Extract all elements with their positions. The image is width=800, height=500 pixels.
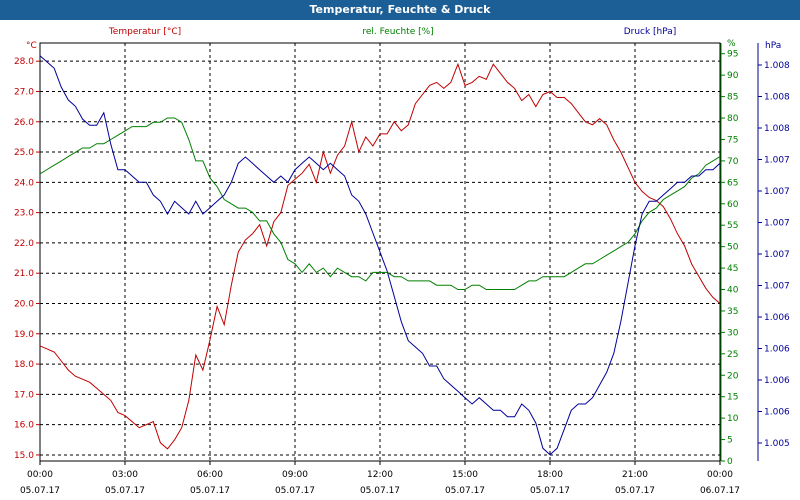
humidity-tick-label: 65 bbox=[727, 178, 738, 188]
x-tick-time: 21:00 bbox=[622, 470, 648, 480]
pressure-unit-label: hPa bbox=[765, 41, 781, 51]
temperature-tick-label: 26.0 bbox=[14, 118, 34, 128]
x-tick-time: 00:00 bbox=[707, 470, 733, 480]
temperature-tick-label: 20.0 bbox=[14, 299, 34, 309]
x-tick-date: 05.07.17 bbox=[275, 486, 315, 496]
temperature-tick-label: 24.0 bbox=[14, 178, 34, 188]
humidity-tick-label: 75 bbox=[727, 135, 738, 145]
temperature-line bbox=[39, 62, 721, 450]
temperature-tick-label: 15.0 bbox=[14, 451, 34, 461]
pressure-tick-label: 1.006 bbox=[764, 313, 790, 323]
temperature-tick-label: 28.0 bbox=[14, 57, 34, 67]
humidity-line bbox=[39, 117, 721, 290]
x-tick-date: 06.07.17 bbox=[700, 486, 740, 496]
pressure-tick-label: 1.006 bbox=[764, 376, 790, 386]
x-tick-time: 00:00 bbox=[27, 470, 53, 480]
pressure-tick-label: 1.007 bbox=[764, 250, 790, 260]
x-tick-date: 05.07.17 bbox=[360, 486, 400, 496]
humidity-tick-label: 50 bbox=[727, 243, 739, 253]
legend-item: Druck [hPa] bbox=[624, 27, 677, 37]
humidity-axis: 0 5 10 15 20 25 30 35 40 45 50 55 60 65 70 75 80 85 90 95% bbox=[720, 39, 739, 467]
humidity-tick-label: 90 bbox=[727, 71, 739, 81]
humidity-tick-label: 80 bbox=[727, 114, 739, 124]
x-tick-date: 05.07.17 bbox=[105, 486, 145, 496]
pressure-tick-label: 1.008 bbox=[764, 61, 790, 71]
humidity-tick-label: 85 bbox=[727, 93, 738, 103]
legend-item: rel. Feuchte [%] bbox=[362, 27, 433, 37]
humidity-tick-label: 60 bbox=[727, 200, 739, 210]
temperature-tick-label: 27.0 bbox=[14, 87, 34, 97]
x-tick-date: 05.07.17 bbox=[445, 486, 485, 496]
temperature-tick-label: 16.0 bbox=[14, 421, 34, 431]
temperature-tick-label: 17.0 bbox=[14, 390, 34, 400]
temperature-tick-label: 22.0 bbox=[14, 239, 34, 249]
humidity-tick-label: 30 bbox=[727, 328, 739, 338]
x-tick-time: 12:00 bbox=[367, 470, 393, 480]
x-tick-date: 05.07.17 bbox=[190, 486, 230, 496]
humidity-tick-label: 40 bbox=[727, 286, 739, 296]
temperature-axis: 15.0 16.0 17.0 18.0 19.0 20.0 21.0 22.0 23.0 24.0… bbox=[14, 41, 40, 461]
humidity-tick-label: 15 bbox=[727, 393, 738, 403]
x-tick-date: 05.07.17 bbox=[530, 486, 570, 496]
temperature-tick-label: 21.0 bbox=[14, 269, 34, 279]
series-lines bbox=[39, 55, 721, 456]
grid bbox=[40, 43, 720, 461]
pressure-tick-label: 1.006 bbox=[764, 345, 790, 355]
humidity-unit-label: % bbox=[727, 39, 736, 49]
humidity-tick-label: 5 bbox=[727, 436, 733, 446]
pressure-tick-label: 1.005 bbox=[764, 439, 790, 449]
weather-chart: 15.0 16.0 17.0 18.0 19.0 20.0 21.0 22.0 23.0 24.0… bbox=[14, 27, 790, 496]
temperature-tick-label: 19.0 bbox=[14, 330, 34, 340]
humidity-tick-label: 35 bbox=[727, 307, 738, 317]
temperature-tick-label: 18.0 bbox=[14, 360, 34, 370]
pressure-tick-label: 1.007 bbox=[764, 156, 790, 166]
pressure-tick-label: 1.006 bbox=[764, 408, 790, 418]
chart-title: Temperatur, Feuchte & Druck bbox=[0, 0, 800, 20]
humidity-tick-label: 55 bbox=[727, 221, 738, 231]
legend: Temperatur [°C] rel. Feuchte [%] Druck [hP… bbox=[108, 27, 676, 37]
humidity-tick-label: 95 bbox=[727, 50, 738, 60]
temperature-tick-label: 25.0 bbox=[14, 148, 34, 158]
x-tick-date: 05.07.17 bbox=[20, 486, 60, 496]
pressure-tick-label: 1.007 bbox=[764, 282, 790, 292]
temperature-unit-label: °C bbox=[26, 41, 37, 51]
temperature-tick-label: 23.0 bbox=[14, 209, 34, 219]
pressure-tick-label: 1.007 bbox=[764, 219, 790, 229]
x-tick-time: 18:00 bbox=[537, 470, 563, 480]
x-tick-time: 15:00 bbox=[452, 470, 478, 480]
humidity-tick-label: 25 bbox=[727, 350, 738, 360]
x-tick-time: 09:00 bbox=[282, 470, 308, 480]
pressure-tick-label: 1.007 bbox=[764, 187, 790, 197]
pressure-axis: 1.005 1.006 1.006 1.006 1.006 1.007 1.007 1.007… bbox=[757, 41, 790, 461]
humidity-tick-label: 70 bbox=[727, 157, 739, 167]
x-tick-time: 03:00 bbox=[112, 470, 138, 480]
x-tick-date: 05.07.17 bbox=[615, 486, 655, 496]
legend-item: Temperatur [°C] bbox=[108, 27, 181, 37]
pressure-tick-label: 1.008 bbox=[764, 93, 790, 103]
humidity-tick-label: 20 bbox=[727, 371, 739, 381]
x-tick-time: 06:00 bbox=[197, 470, 223, 480]
pressure-tick-label: 1.008 bbox=[764, 124, 790, 134]
humidity-tick-label: 45 bbox=[727, 264, 738, 274]
humidity-tick-label: 10 bbox=[727, 414, 739, 424]
time-axis: 00:00 05.07.17 03:00 05.07.17 06:00 05.07.17 0… bbox=[20, 461, 740, 496]
pressure-line bbox=[39, 55, 721, 456]
humidity-tick-label: 0 bbox=[727, 457, 733, 467]
